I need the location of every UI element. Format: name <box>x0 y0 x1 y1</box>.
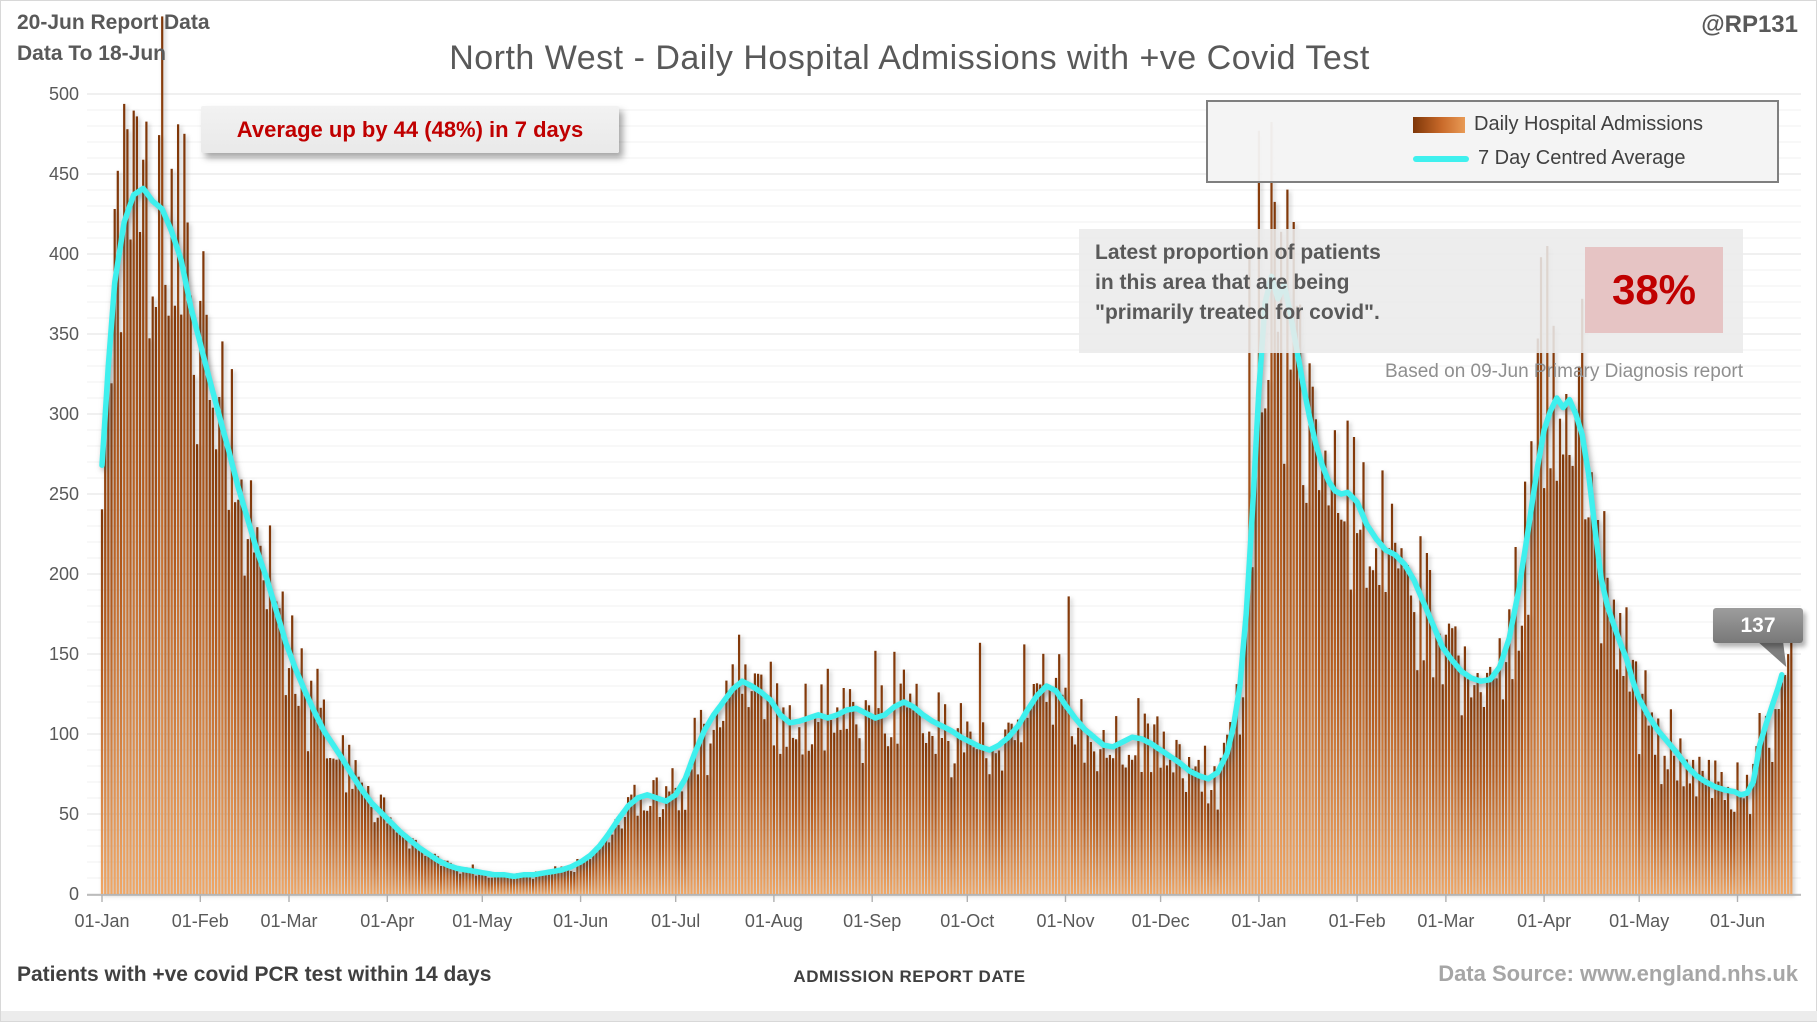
svg-text:01-Oct: 01-Oct <box>940 911 994 931</box>
legend-label-average: 7 Day Centred Average <box>1478 147 1686 169</box>
svg-text:01-Jun: 01-Jun <box>1710 911 1765 931</box>
svg-text:350: 350 <box>49 324 79 344</box>
covid-proportion-line1: Latest proportion of patients <box>1095 241 1381 264</box>
svg-text:01-Feb: 01-Feb <box>1329 911 1386 931</box>
line-series-swatch-icon <box>1413 155 1469 162</box>
x-axis-ticks-labels: 01-Jan 01-Feb 01-Mar 01-Apr 01-May 01-Jun 01-J… <box>74 895 1765 931</box>
svg-text:400: 400 <box>49 244 79 264</box>
svg-text:100: 100 <box>49 724 79 744</box>
svg-text:01-Mar: 01-Mar <box>260 911 317 931</box>
data-source: Data Source: www.england.nhs.uk <box>1438 961 1798 986</box>
bottom-edge-strip <box>1 1011 1817 1021</box>
report-header-line1: 20-Jun Report Data <box>17 11 210 34</box>
svg-text:01-Apr: 01-Apr <box>1517 911 1571 931</box>
covid-proportion-line2: in this area that are being <box>1095 271 1350 294</box>
svg-text:01-Feb: 01-Feb <box>172 911 229 931</box>
svg-text:01-Apr: 01-Apr <box>360 911 414 931</box>
footnote-pcr: Patients with +ve covid PCR test within … <box>17 963 492 986</box>
daily-admissions-bars <box>100 16 1793 895</box>
svg-text:300: 300 <box>49 404 79 424</box>
svg-text:01-Jan: 01-Jan <box>74 911 129 931</box>
latest-value-callout: 137 <box>1713 608 1803 643</box>
svg-text:50: 50 <box>59 804 79 824</box>
svg-text:250: 250 <box>49 484 79 504</box>
x-axis-title: ADMISSION REPORT DATE <box>793 967 1026 986</box>
report-header-line2: Data To 18-Jun <box>17 42 166 65</box>
bar-series-swatch-icon <box>1413 116 1465 133</box>
chart-legend: Daily Hospital Admissions 7 Day Centred … <box>1206 100 1779 183</box>
svg-text:150: 150 <box>49 644 79 664</box>
covid-proportion-text: Latest proportion of patients in this ar… <box>1095 238 1381 328</box>
svg-text:01-Aug: 01-Aug <box>745 911 803 931</box>
svg-text:01-Sep: 01-Sep <box>843 911 901 931</box>
average-change-annotation: Average up by 44 (48%) in 7 days <box>201 106 619 153</box>
chart-title: North West - Daily Hospital Admissions w… <box>449 39 1370 77</box>
y-axis-labels: 0 50 100 150 200 250 300 350 400 450 500 <box>49 84 79 904</box>
svg-text:500: 500 <box>49 84 79 104</box>
latest-value-label: 137 <box>1740 613 1776 637</box>
svg-text:01-Nov: 01-Nov <box>1036 911 1094 931</box>
svg-text:450: 450 <box>49 164 79 184</box>
covid-proportion-line3: "primarily treated for covid". <box>1095 301 1380 324</box>
svg-text:01-Mar: 01-Mar <box>1417 911 1474 931</box>
svg-text:200: 200 <box>49 564 79 584</box>
report-header: 20-Jun Report Data Data To 18-Jun <box>17 7 210 69</box>
svg-text:0: 0 <box>69 884 79 904</box>
legend-item-bars: Daily Hospital Admissions <box>1413 113 1777 136</box>
svg-text:01-Jun: 01-Jun <box>553 911 608 931</box>
covid-proportion-value: 38% <box>1585 247 1723 333</box>
svg-text:01-Dec: 01-Dec <box>1132 911 1190 931</box>
svg-text:01-Jan: 01-Jan <box>1231 911 1286 931</box>
svg-text:01-Jul: 01-Jul <box>651 911 700 931</box>
svg-text:01-May: 01-May <box>1609 911 1669 931</box>
covid-proportion-panel: Latest proportion of patients in this ar… <box>1079 229 1743 353</box>
svg-text:01-May: 01-May <box>452 911 512 931</box>
author-handle: @RP131 <box>1701 11 1798 38</box>
diagnosis-report-note: Based on 09-Jun Primary Diagnosis report <box>1384 361 1743 382</box>
seven-day-average-line <box>99 185 1785 880</box>
legend-label-bars: Daily Hospital Admissions <box>1474 113 1703 135</box>
legend-item-average: 7 Day Centred Average <box>1413 147 1777 170</box>
average-change-text: Average up by 44 (48%) in 7 days <box>236 116 584 142</box>
